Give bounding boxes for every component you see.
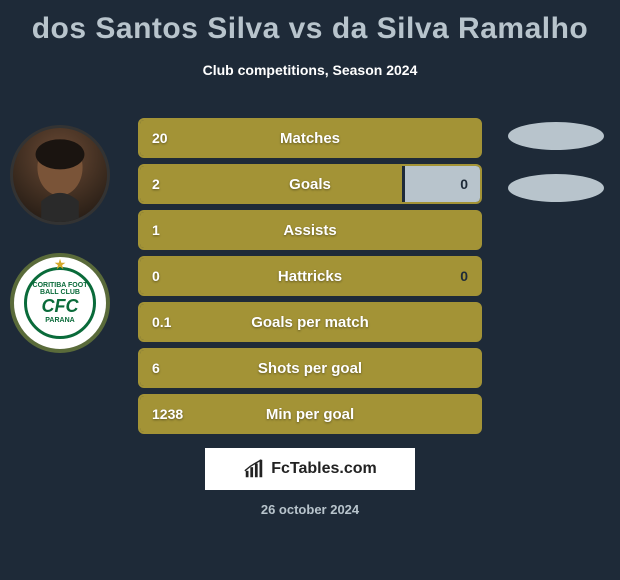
stat-label: Assists xyxy=(138,210,482,250)
stat-row: 1238 Min per goal xyxy=(138,394,482,434)
footer-brand-text: FcTables.com xyxy=(271,460,377,478)
stat-row: 0 0 Hattricks xyxy=(138,256,482,296)
stat-label: Matches xyxy=(138,118,482,158)
club-badge-top-text: CORITIBA FOOT BALL CLUB xyxy=(27,282,93,296)
right-ovals xyxy=(508,122,604,226)
oval-decor xyxy=(508,174,604,202)
stat-label: Shots per goal xyxy=(138,348,482,388)
footer-brand[interactable]: FcTables.com xyxy=(205,448,415,490)
page-subtitle: Club competitions, Season 2024 xyxy=(0,62,620,78)
stat-label: Goals per match xyxy=(138,302,482,342)
club-badge-initials: CFC xyxy=(42,296,79,317)
stat-row: 2 0 Goals xyxy=(138,164,482,204)
club-badge-icon: ★ CORITIBA FOOT BALL CLUB CFC PARANA xyxy=(24,267,96,339)
oval-decor xyxy=(508,122,604,150)
stat-row: 6 Shots per goal xyxy=(138,348,482,388)
player-right-avatar: ★ CORITIBA FOOT BALL CLUB CFC PARANA xyxy=(10,253,110,353)
page-title: dos Santos Silva vs da Silva Ramalho xyxy=(0,0,620,46)
stat-row: 0.1 Goals per match xyxy=(138,302,482,342)
star-icon: ★ xyxy=(54,256,67,273)
player-avatars: ★ CORITIBA FOOT BALL CLUB CFC PARANA xyxy=(10,125,120,381)
stat-label: Min per goal xyxy=(138,394,482,434)
stat-row: 20 Matches xyxy=(138,118,482,158)
club-badge-bottom-text: PARANA xyxy=(45,317,74,324)
footer-date: 26 october 2024 xyxy=(261,502,359,517)
stat-bars: 20 Matches 2 0 Goals 1 Assists 0 0 Hattr… xyxy=(138,118,482,440)
player-left-avatar xyxy=(10,125,110,225)
face-icon xyxy=(13,125,107,225)
stat-label: Goals xyxy=(138,164,482,204)
stat-label: Hattricks xyxy=(138,256,482,296)
stat-row: 1 Assists xyxy=(138,210,482,250)
chart-icon xyxy=(243,458,265,480)
